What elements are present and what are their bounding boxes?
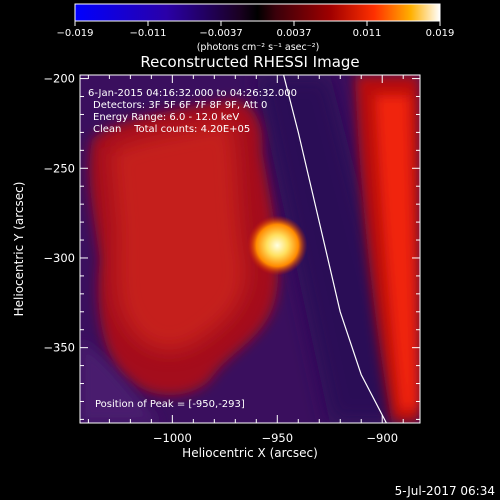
annotations: 6-Jan-2015 04:16:32.000 to 04:26:32.000 …: [88, 88, 297, 410]
peak-source: [247, 215, 308, 276]
y-tick-label: −350: [43, 341, 75, 355]
axes: −1000 −950 −900 −200 −250 −300 −350: [43, 72, 420, 445]
heatmap-purple-bottom-left: [80, 340, 160, 423]
annotation-peak-position: Position of Peak = [-950,-293]: [95, 399, 245, 410]
y-tick-label: −300: [43, 251, 75, 265]
annotation-clean-counts: Clean Total counts: 4.20E+05: [93, 124, 250, 135]
heatmap-red-band-right-core: [375, 95, 418, 410]
annotation-detectors: Detectors: 3F 5F 6F 7F 8F 9F, Att 0: [93, 100, 267, 111]
colorbar-units: (photons cm⁻² s⁻¹ asec⁻²): [197, 42, 320, 53]
x-tick-label: −950: [261, 431, 293, 445]
colorbar-tick-label: −0.0037: [199, 28, 242, 39]
timestamp: 5-Jul-2017 06:34: [395, 484, 495, 498]
plot-area: [80, 75, 420, 423]
x-axis-label: Heliocentric X (arcsec): [182, 446, 318, 460]
colorbar-gradient: [74, 3, 441, 22]
plot-frame: [79, 74, 421, 424]
colorbar-tick-label: 0.0037: [277, 28, 312, 39]
x-tick-label: −1000: [153, 431, 192, 445]
colorbar-tick-label: 0.019: [426, 28, 455, 39]
limb-curve: [283, 75, 387, 423]
y-tick-label: −250: [43, 161, 75, 175]
colorbar-tick-label: −0.019: [56, 28, 93, 39]
colorbar-ticks: −0.019 −0.011 −0.0037 0.0037 0.011 0.019: [56, 21, 454, 39]
colorbar: −0.019 −0.011 −0.0037 0.0037 0.011 0.019 (pho…: [56, 3, 454, 53]
annotation-energy-range: Energy Range: 6.0 - 12.0 keV: [93, 112, 239, 123]
heatmap-red-region-left-core: [110, 120, 246, 351]
colorbar-tick-label: −0.011: [129, 28, 166, 39]
y-tick-label: −200: [43, 72, 75, 86]
x-tick-label: −900: [366, 431, 398, 445]
y-axis-label: Heliocentric Y (arcsec): [12, 182, 26, 317]
colorbar-tick-label: 0.011: [353, 28, 382, 39]
annotation-time-range: 6-Jan-2015 04:16:32.000 to 04:26:32.000: [88, 88, 297, 99]
chart-title: Reconstructed RHESSI Image: [140, 53, 359, 71]
